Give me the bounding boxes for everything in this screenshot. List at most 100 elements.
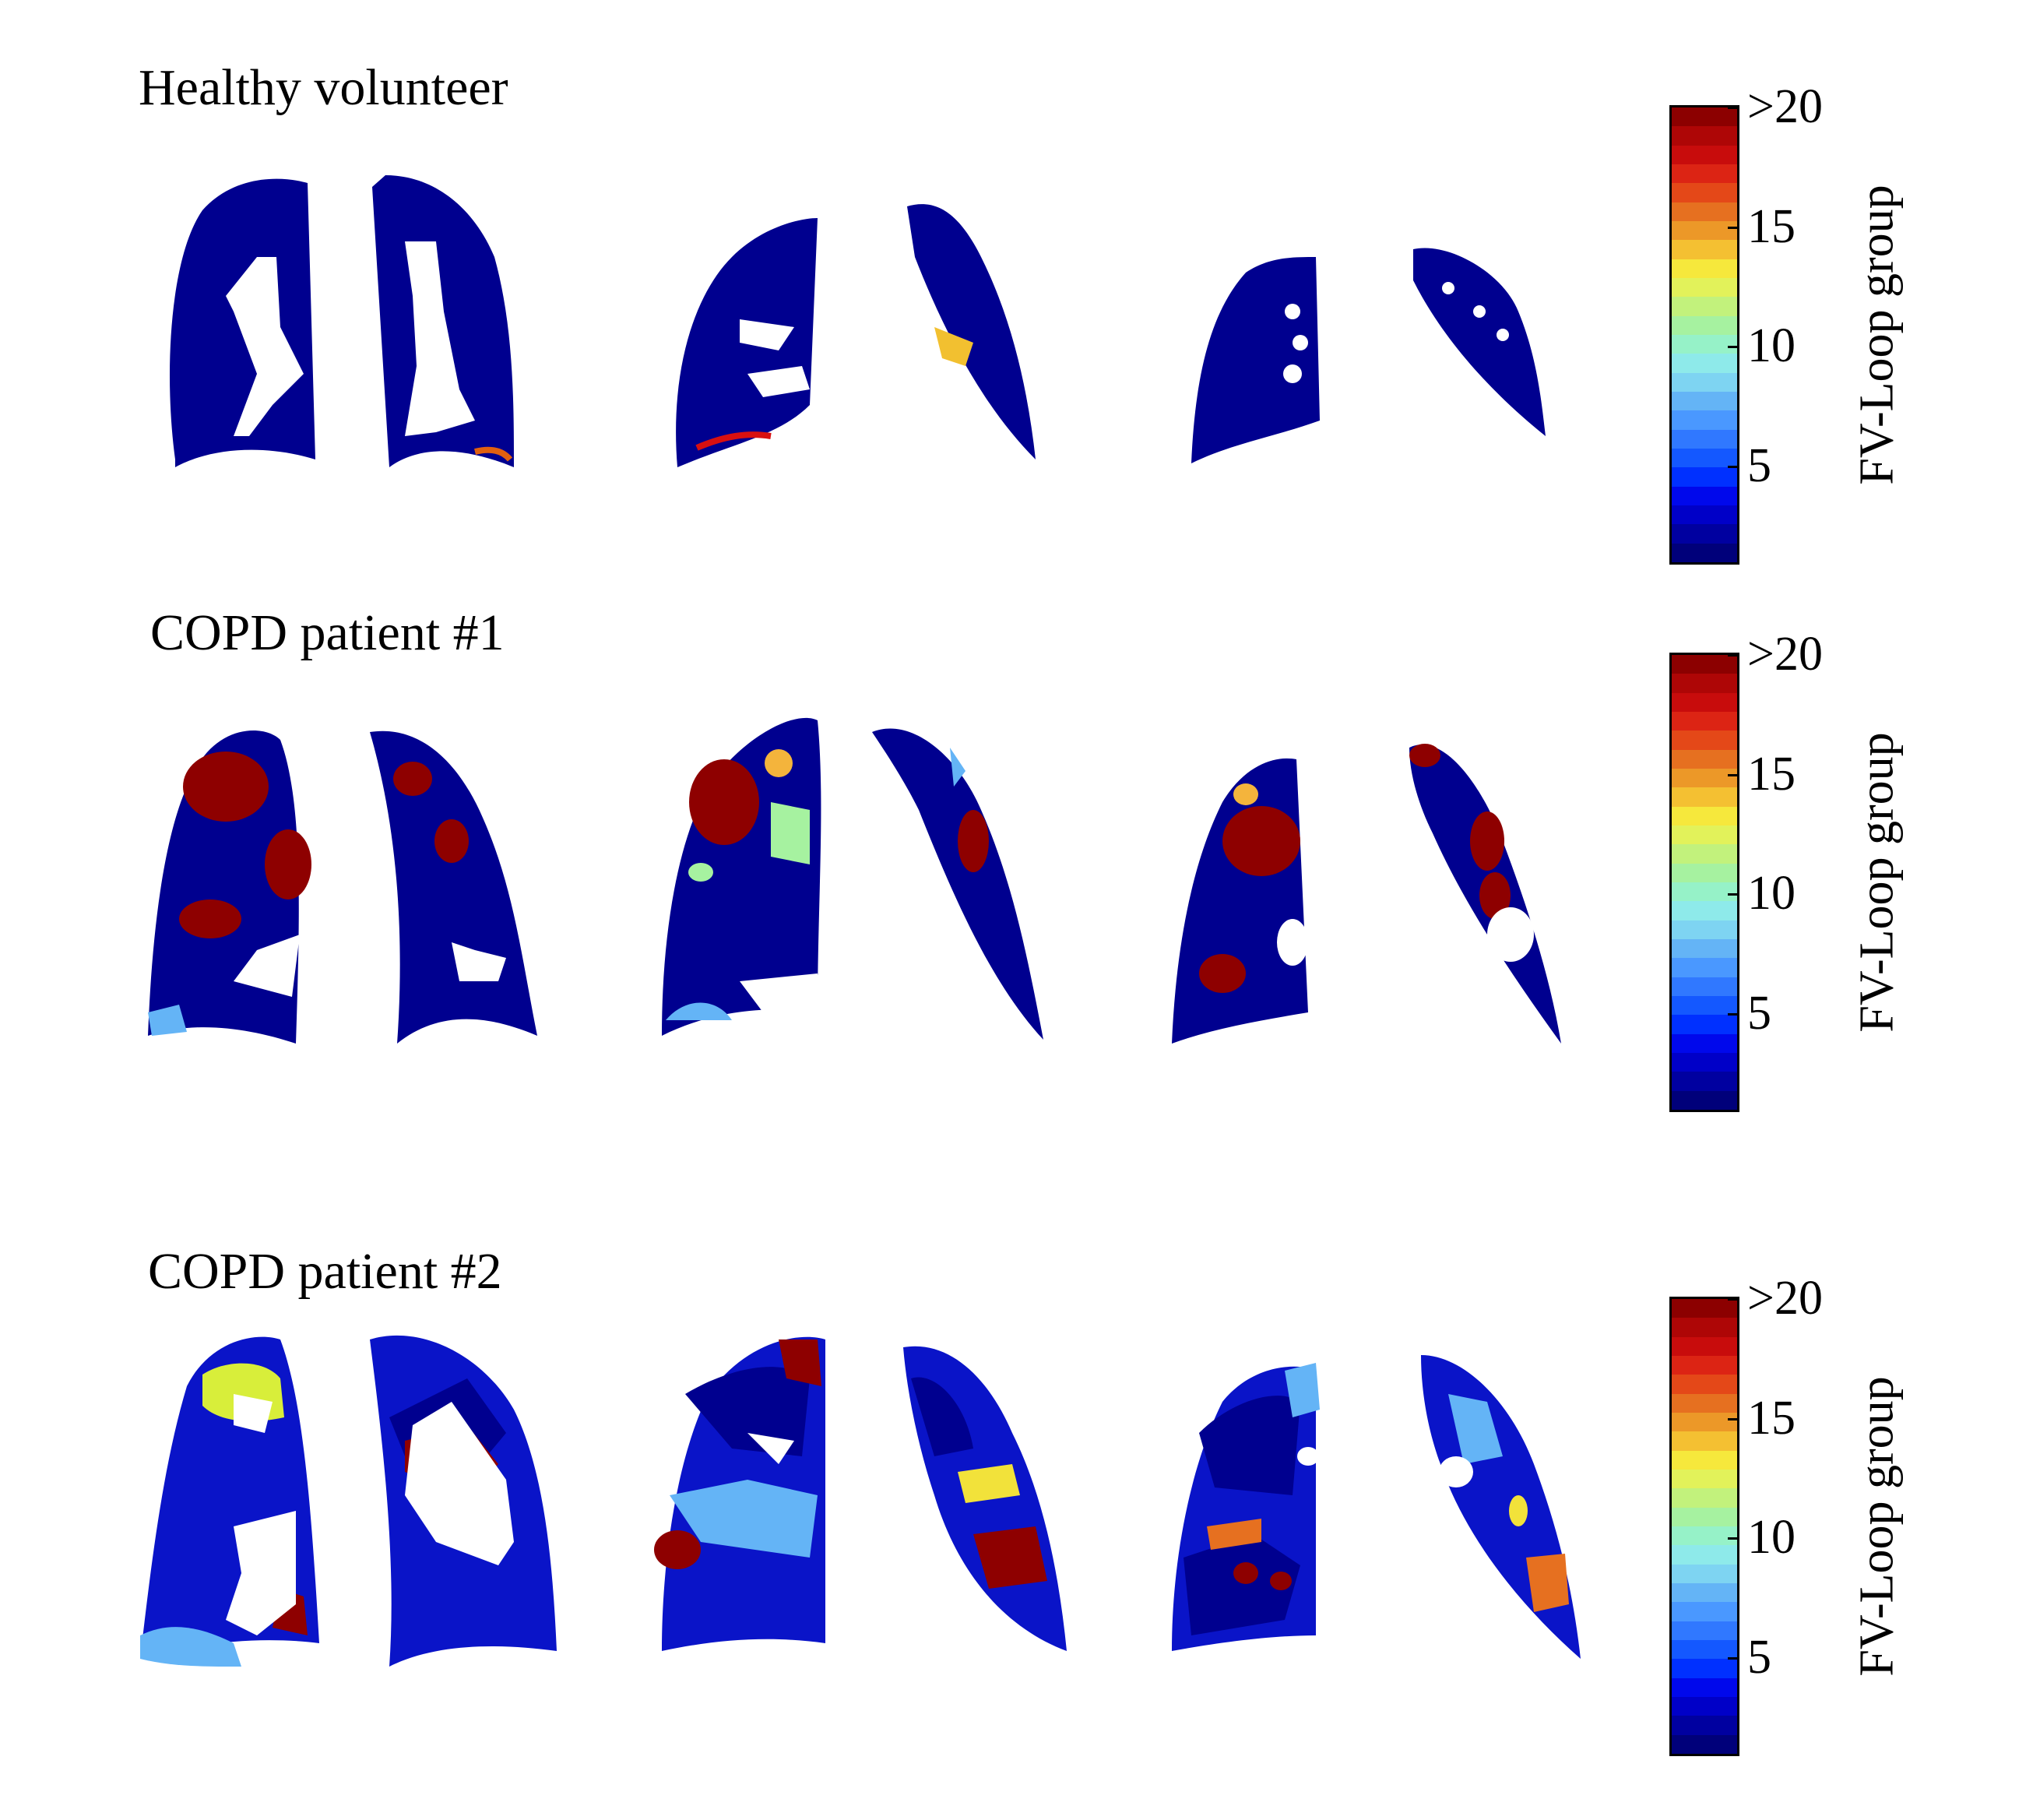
- colorbar-tick-label: 15: [1747, 1391, 1796, 1445]
- lesion: [689, 759, 759, 845]
- colorbar-segment: [1672, 882, 1737, 902]
- colorbar-segment: [1672, 1621, 1737, 1640]
- lung-slice: [1191, 257, 1320, 463]
- colorbar-segment: [1672, 1393, 1737, 1413]
- lung-slice: [907, 204, 1036, 459]
- colorbar-tick: [1728, 1417, 1737, 1420]
- colorbar-tick-label: >20: [1747, 80, 1823, 133]
- lesion: [958, 810, 989, 872]
- colorbar-segment: [1672, 1090, 1737, 1110]
- colorbar-segment: [1672, 995, 1737, 1016]
- colorbar-segment: [1672, 183, 1737, 202]
- colorbar-segment: [1672, 1033, 1737, 1053]
- colorbar-segment: [1672, 1052, 1737, 1072]
- colorbar-segment: [1672, 220, 1737, 241]
- lesion: [958, 1464, 1020, 1503]
- lesion: [140, 1627, 241, 1667]
- lesion: [1222, 806, 1300, 876]
- colorbar-segment: [1672, 901, 1737, 921]
- lesion: [1233, 783, 1258, 805]
- colorbar-segment: [1672, 1355, 1737, 1375]
- panel-title: COPD patient #1: [150, 604, 505, 661]
- colorbar-segment: [1672, 730, 1737, 750]
- lesion: [779, 1339, 821, 1386]
- colorbar-label: FV-Loop group: [1850, 1376, 1904, 1677]
- colorbar-segment: [1672, 825, 1737, 845]
- colorbar-segment: [1672, 1488, 1737, 1508]
- colorbar: [1669, 105, 1739, 565]
- colorbar-segment: [1672, 1412, 1737, 1432]
- colorbar-segment: [1672, 1734, 1737, 1754]
- colorbar-segment: [1672, 1639, 1737, 1660]
- lesion: [1448, 1394, 1503, 1464]
- panel-title: Healthy volunteer: [139, 59, 508, 116]
- lesion: [1207, 1519, 1261, 1550]
- colorbar-tick: [1728, 107, 1737, 109]
- colorbar-segment: [1672, 107, 1737, 127]
- lesion: [1199, 954, 1246, 993]
- lesion: [973, 1526, 1047, 1589]
- colorbar-segment: [1672, 977, 1737, 996]
- colorbar-segment: [1672, 1469, 1737, 1489]
- colorbar-tick-label: 15: [1747, 747, 1796, 801]
- colorbar-segment: [1672, 655, 1737, 674]
- lesion: [771, 802, 810, 864]
- colorbar: [1669, 653, 1739, 1112]
- colorbar-tick: [1728, 1537, 1737, 1540]
- lesion: [434, 819, 469, 863]
- colorbar-segment: [1672, 938, 1737, 959]
- lesion: [654, 1530, 701, 1569]
- panel-copd-1: COPD patient #1: [0, 607, 2040, 1199]
- colorbar-tick: [1728, 773, 1737, 776]
- lung-slices: [140, 1335, 1581, 1667]
- colorbar-segment: [1672, 240, 1737, 259]
- colorbar-segment: [1672, 429, 1737, 449]
- lesion: [1285, 1363, 1320, 1417]
- lesion: [1409, 744, 1440, 767]
- lung-slices: [170, 175, 1546, 467]
- lesion: [1470, 811, 1504, 871]
- colorbar-segment: [1672, 806, 1737, 826]
- lesion: [950, 748, 965, 787]
- lesion: [148, 1005, 187, 1036]
- colorbar-segment: [1672, 354, 1737, 373]
- colorbar-tick: [1728, 226, 1737, 229]
- lesion: [1509, 1495, 1528, 1526]
- colorbar-segment: [1672, 372, 1737, 392]
- colorbar-tick: [1728, 1657, 1737, 1660]
- colorbar-segment: [1672, 391, 1737, 411]
- colorbar-segment: [1672, 920, 1737, 939]
- colorbar-segment: [1672, 768, 1737, 788]
- colorbar-segment: [1672, 1696, 1737, 1716]
- colorbar-tick-label: >20: [1747, 1272, 1823, 1325]
- lung-slice: [872, 728, 1043, 1040]
- lesion: [1270, 1572, 1292, 1590]
- colorbar-segment: [1672, 410, 1737, 430]
- colorbar-segment: [1672, 259, 1737, 278]
- colorbar-segment: [1672, 145, 1737, 164]
- panel-copd-2: COPD patient #2: [0, 1199, 2040, 1820]
- colorbar-segment: [1672, 315, 1737, 335]
- colorbar-segment: [1672, 1526, 1737, 1546]
- colorbar: [1669, 1297, 1739, 1756]
- colorbar-tick-label: 10: [1747, 867, 1796, 921]
- colorbar-segment: [1672, 1602, 1737, 1621]
- lesion: [765, 749, 793, 777]
- panel-title: COPD patient #2: [148, 1243, 502, 1300]
- colorbar-tick-label: >20: [1747, 628, 1823, 681]
- colorbar-segment: [1672, 202, 1737, 221]
- colorbar-segment: [1672, 1299, 1737, 1318]
- colorbar-segment: [1672, 467, 1737, 487]
- colorbar-segment: [1672, 711, 1737, 731]
- lesion: [688, 863, 713, 882]
- colorbar-tick-label: 15: [1747, 199, 1796, 253]
- colorbar-tick-label: 10: [1747, 1511, 1796, 1565]
- colorbar-segment: [1672, 297, 1737, 316]
- colorbar-segment: [1672, 863, 1737, 882]
- colorbar-segment: [1672, 1507, 1737, 1526]
- colorbar-segment: [1672, 334, 1737, 354]
- lung-slices: [148, 717, 1561, 1044]
- colorbar-segment: [1672, 674, 1737, 693]
- colorbar-tick-label: 10: [1747, 319, 1796, 373]
- colorbar-segment: [1672, 1564, 1737, 1583]
